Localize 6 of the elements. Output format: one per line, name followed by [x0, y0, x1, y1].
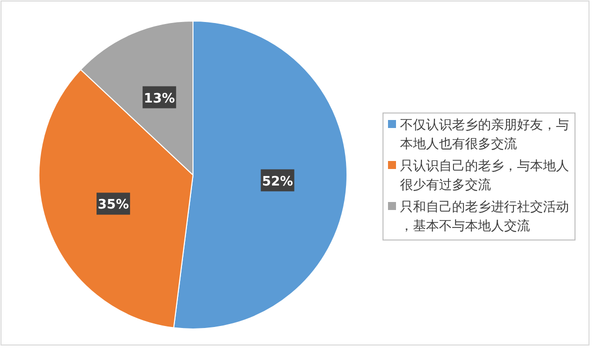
legend-label: 只和自己的老乡进行社交活动，基本不与本地人交流 [400, 199, 569, 234]
legend-label: 只认识自己的老乡，与本地人很少有过多交流 [400, 159, 569, 193]
data-label: 35% [98, 198, 129, 213]
data-label: 52% [262, 174, 294, 190]
data-label: 13% [144, 91, 175, 106]
legend-label: 不仅认识老乡的亲朋好友，与本地人也有很多交流 [400, 118, 569, 152]
